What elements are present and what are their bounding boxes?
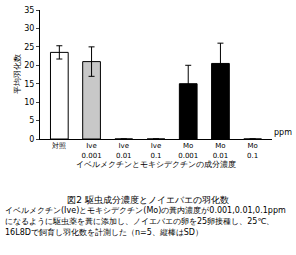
svg-text:Ive0.1: Ive0.1 bbox=[150, 142, 161, 159]
svg-text:10: 10 bbox=[24, 98, 34, 107]
svg-text:35: 35 bbox=[24, 6, 34, 15]
svg-text:平均羽化数: 平均羽化数 bbox=[13, 55, 22, 95]
svg-text:30: 30 bbox=[24, 24, 34, 33]
svg-text:Mo0.001: Mo0.001 bbox=[178, 142, 198, 159]
svg-text:対照: 対照 bbox=[52, 142, 66, 150]
svg-text:Mo0.1: Mo0.1 bbox=[247, 142, 258, 159]
svg-text:Mo0.01: Mo0.01 bbox=[213, 142, 229, 159]
svg-text:ppm: ppm bbox=[274, 128, 292, 137]
svg-text:イベルメクチンとモキシデクチンの成分濃度: イベルメクチンとモキシデクチンの成分濃度 bbox=[76, 160, 236, 169]
svg-text:25: 25 bbox=[24, 43, 34, 52]
svg-text:Ive0.01: Ive0.01 bbox=[116, 142, 132, 159]
svg-text:図2 駆虫成分濃度とノイエバエの羽化数: 図2 駆虫成分濃度とノイエバエの羽化数 bbox=[67, 195, 229, 205]
svg-text:5: 5 bbox=[29, 116, 34, 125]
svg-text:20: 20 bbox=[24, 61, 34, 70]
svg-text:0: 0 bbox=[29, 135, 34, 144]
html-text:イベルメクチン(Ive)とモキシデクチン(Mo)の糞内濃度が: イベルメクチン(Ive)とモキシデクチン(Mo)の糞内濃度が0.001,0.01… bbox=[5, 206, 286, 237]
svg-text:Ive0.001: Ive0.001 bbox=[82, 142, 102, 159]
svg-text:15: 15 bbox=[24, 80, 34, 89]
